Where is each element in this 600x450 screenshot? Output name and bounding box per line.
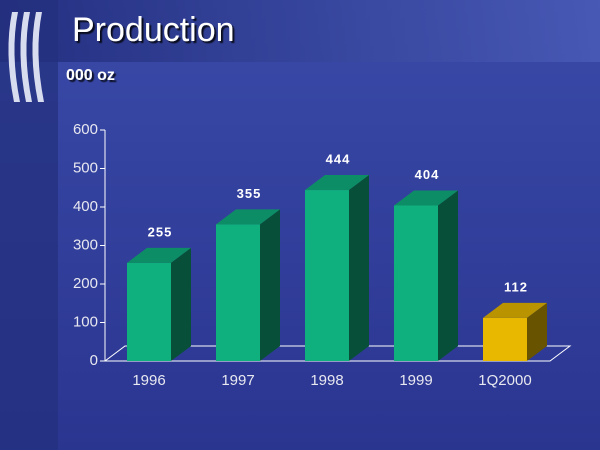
bar-side [349, 175, 369, 361]
bar-top [394, 190, 458, 206]
y-tick-label: 600 [73, 121, 98, 138]
bar [127, 262, 171, 361]
y-tick-label: 0 [90, 352, 98, 369]
bar [305, 190, 349, 361]
slide-title: Production [72, 11, 235, 49]
bar-top [127, 247, 191, 263]
value-label: 444 [326, 151, 351, 166]
value-label: 112 [504, 279, 528, 294]
x-tick-label: 1999 [399, 372, 432, 389]
bar-top [305, 175, 369, 191]
x-tick-label: 1998 [310, 372, 343, 389]
value-label: 404 [415, 167, 440, 182]
y-tick-label: 500 [73, 159, 98, 176]
y-tick-label: 100 [73, 313, 98, 330]
bar-side [260, 209, 280, 361]
y-tick-label: 300 [73, 236, 98, 253]
bar [216, 224, 260, 361]
bar-side [171, 247, 191, 361]
bar [394, 205, 438, 361]
logo [8, 12, 44, 102]
side-strip [0, 0, 58, 450]
value-label: 355 [237, 186, 262, 201]
y-tick-label: 400 [73, 198, 98, 215]
x-tick-label: 1997 [221, 372, 254, 389]
bar-side [527, 302, 547, 361]
value-label: 255 [148, 224, 173, 239]
bar-top [216, 209, 280, 225]
header-band [0, 0, 600, 62]
bar-top [483, 302, 547, 318]
y-tick-label: 200 [73, 275, 98, 292]
x-tick-label: 1996 [132, 372, 165, 389]
x-tick-label: 1Q2000 [478, 372, 531, 389]
chart: 0 100 200 300 400 500 600 1996 255 1997 355 1998 444… [73, 121, 572, 389]
bar [483, 317, 527, 361]
unit-label: 000 oz [66, 67, 115, 84]
bar-side [438, 190, 458, 361]
